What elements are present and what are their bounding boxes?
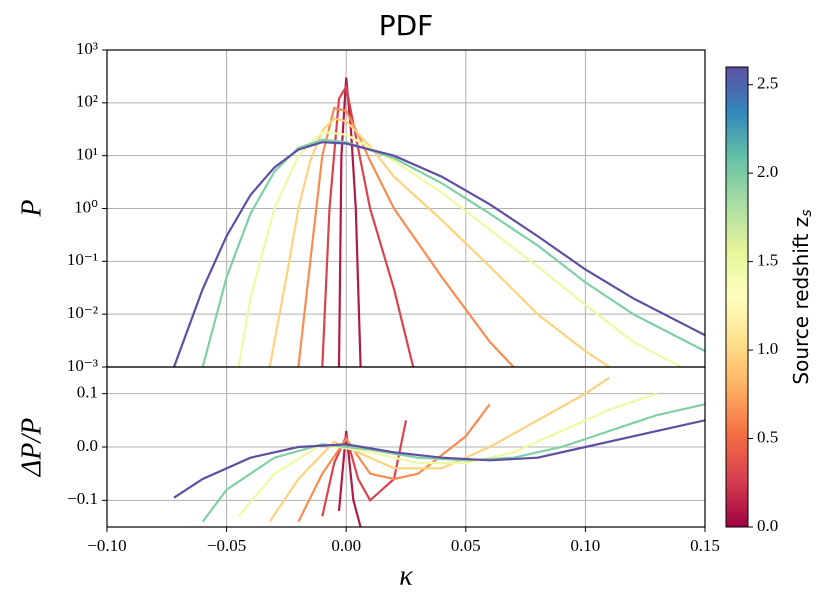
- plot-area: [173, 376, 705, 527]
- data-line: [321, 83, 415, 367]
- y-tick-label: 0.1: [77, 383, 98, 402]
- colorbar-tick-label: 2.5: [757, 74, 778, 93]
- colorbar-label-sub: s: [799, 209, 815, 216]
- chart-title: PDF: [379, 9, 434, 42]
- data-line: [201, 403, 705, 523]
- data-line: [268, 376, 610, 523]
- y-tick-label: 10¹: [76, 145, 98, 164]
- data-line: [297, 106, 515, 367]
- data-line: [337, 430, 362, 527]
- y-tick-label: 10⁻³: [67, 356, 98, 375]
- x-tick-label: 0.00: [331, 536, 361, 555]
- x-tick-label: 0.10: [571, 536, 601, 555]
- data-line: [172, 141, 705, 367]
- y-tick-label: 10⁻¹: [67, 250, 98, 269]
- y-tick-label: 10⁰: [74, 197, 98, 216]
- colorbar-tick-label: 1.5: [757, 251, 778, 270]
- x-tick-label: −0.05: [207, 536, 246, 555]
- x-tick-label: −0.10: [87, 536, 126, 555]
- axes-frame: [106, 366, 706, 528]
- data-line: [297, 403, 491, 523]
- x-tick-label: 0.05: [451, 536, 481, 555]
- data-line: [201, 138, 705, 367]
- colorbar-tick-label: 0.5: [757, 427, 778, 446]
- colorbar-label-text: Source redshift z: [789, 217, 813, 385]
- colorbar: [725, 66, 749, 528]
- y-axis-label: P: [16, 199, 47, 217]
- data-line: [268, 117, 610, 367]
- colorbar-label: Source redshift zs: [789, 209, 816, 384]
- colorbar-tick-label: 0.0: [757, 516, 778, 535]
- x-tick-label: 0.15: [690, 536, 720, 555]
- colorbar-tick-label: 2.0: [757, 162, 778, 181]
- data-line: [173, 419, 705, 499]
- colorbar-tick-label: 1.0: [757, 339, 778, 358]
- y-tick-label: 10²: [76, 92, 98, 111]
- data-line: [237, 392, 658, 518]
- y-tick-label: −0.1: [67, 489, 98, 508]
- y-tick-label: 10³: [76, 39, 98, 58]
- plot-area: [172, 77, 705, 367]
- y-tick-label: 0.0: [77, 436, 98, 455]
- y-tick-label: 10⁻²: [67, 303, 98, 322]
- x-axis-label: κ: [399, 560, 413, 591]
- data-line: [237, 130, 682, 367]
- y-axis-label: ΔP/P: [16, 418, 47, 477]
